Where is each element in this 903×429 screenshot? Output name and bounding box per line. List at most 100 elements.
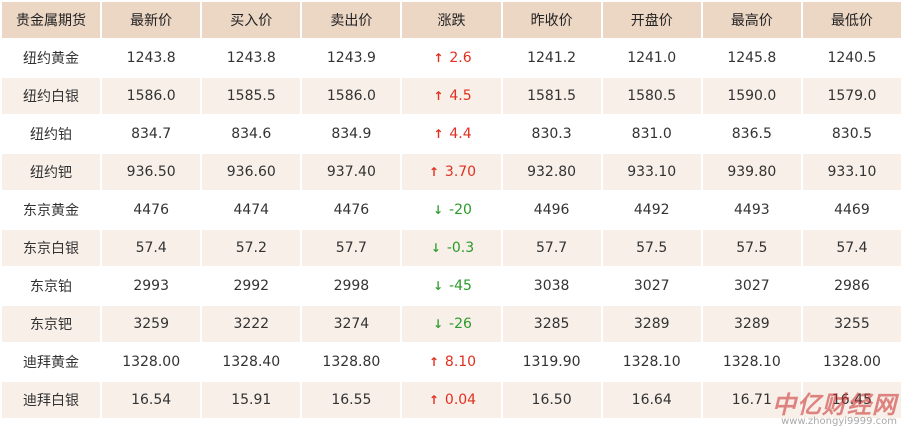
cell-low: 1579.0 <box>802 78 901 114</box>
col-header-open: 开盘价 <box>602 2 701 38</box>
cell-high: 3027 <box>702 268 801 304</box>
arrow-up-icon: ↑ <box>433 51 444 65</box>
cell-prev-close: 16.50 <box>502 382 601 418</box>
cell-prev-close: 57.7 <box>502 230 601 266</box>
table-row: 纽约铂 834.7 834.6 834.9 ↑ 4.4 830.3 831.0 836.5 830… <box>2 116 901 152</box>
cell-change: ↓ -45 <box>402 268 501 304</box>
cell-product: 纽约钯 <box>2 154 101 190</box>
change-value: 2.6 <box>449 50 472 66</box>
cell-bid: 936.60 <box>202 154 301 190</box>
cell-change: ↑ 8.10 <box>402 344 501 380</box>
cell-open: 16.64 <box>602 382 701 418</box>
cell-high: 836.5 <box>702 116 801 152</box>
cell-ask: 16.55 <box>302 382 401 418</box>
arrow-down-icon: ↓ <box>433 279 444 293</box>
arrow-up-icon: ↑ <box>433 127 444 141</box>
cell-change: ↑ 2.6 <box>402 40 501 76</box>
table-row: 迪拜黄金 1328.00 1328.40 1328.80 ↑ 8.10 1319.90 132… <box>2 344 901 380</box>
col-header-change: 涨跌 <box>402 2 501 38</box>
cell-bid: 4474 <box>202 192 301 228</box>
change-value: -26 <box>449 316 472 332</box>
cell-ask: 4476 <box>302 192 401 228</box>
arrow-down-icon: ↓ <box>433 317 444 331</box>
cell-product: 纽约铂 <box>2 116 101 152</box>
cell-bid: 2992 <box>202 268 301 304</box>
cell-last: 1586.0 <box>102 78 201 114</box>
cell-ask: 2998 <box>302 268 401 304</box>
cell-open: 3289 <box>602 306 701 342</box>
cell-bid: 3222 <box>202 306 301 342</box>
cell-last: 4476 <box>102 192 201 228</box>
cell-open: 831.0 <box>602 116 701 152</box>
cell-open: 933.10 <box>602 154 701 190</box>
arrow-up-icon: ↑ <box>428 165 439 179</box>
cell-low: 3255 <box>802 306 901 342</box>
cell-low: 830.5 <box>802 116 901 152</box>
cell-product: 东京黄金 <box>2 192 101 228</box>
table-row: 东京白银 57.4 57.2 57.7 ↓ -0.3 57.7 57.5 57.5 57.4 <box>2 230 901 266</box>
cell-bid: 1585.5 <box>202 78 301 114</box>
cell-low: 4469 <box>802 192 901 228</box>
cell-bid: 57.2 <box>202 230 301 266</box>
cell-open: 1580.5 <box>602 78 701 114</box>
cell-high: 939.80 <box>702 154 801 190</box>
cell-prev-close: 830.3 <box>502 116 601 152</box>
cell-prev-close: 3038 <box>502 268 601 304</box>
cell-bid: 834.6 <box>202 116 301 152</box>
header-row: 贵金属期货 最新价 买入价 卖出价 涨跌 昨收价 开盘价 最高价 最低价 <box>2 2 901 38</box>
cell-prev-close: 1241.2 <box>502 40 601 76</box>
cell-ask: 1243.9 <box>302 40 401 76</box>
cell-change: ↑ 3.70 <box>402 154 501 190</box>
cell-last: 57.4 <box>102 230 201 266</box>
cell-last: 1328.00 <box>102 344 201 380</box>
cell-last: 834.7 <box>102 116 201 152</box>
table-row: 纽约白银 1586.0 1585.5 1586.0 ↑ 4.5 1581.5 1580.5 15… <box>2 78 901 114</box>
cell-bid: 1243.8 <box>202 40 301 76</box>
cell-ask: 834.9 <box>302 116 401 152</box>
col-header-high: 最高价 <box>702 2 801 38</box>
table-row: 东京铂 2993 2992 2998 ↓ -45 3038 3027 3027 2986 <box>2 268 901 304</box>
cell-high: 4493 <box>702 192 801 228</box>
cell-change: ↑ 4.4 <box>402 116 501 152</box>
arrow-up-icon: ↑ <box>428 355 439 369</box>
cell-change: ↓ -0.3 <box>402 230 501 266</box>
cell-last: 1243.8 <box>102 40 201 76</box>
cell-change: ↑ 4.5 <box>402 78 501 114</box>
cell-product: 东京铂 <box>2 268 101 304</box>
cell-high: 1328.10 <box>702 344 801 380</box>
cell-change: ↓ -20 <box>402 192 501 228</box>
cell-ask: 3274 <box>302 306 401 342</box>
cell-low: 2986 <box>802 268 901 304</box>
cell-bid: 15.91 <box>202 382 301 418</box>
cell-open: 4492 <box>602 192 701 228</box>
cell-prev-close: 932.80 <box>502 154 601 190</box>
cell-open: 1328.10 <box>602 344 701 380</box>
precious-metals-futures-table: 贵金属期货 最新价 买入价 卖出价 涨跌 昨收价 开盘价 最高价 最低价 纽约黄… <box>2 2 901 418</box>
cell-bid: 1328.40 <box>202 344 301 380</box>
cell-product: 东京白银 <box>2 230 101 266</box>
table-row: 纽约钯 936.50 936.60 937.40 ↑ 3.70 932.80 933.10 93… <box>2 154 901 190</box>
cell-open: 3027 <box>602 268 701 304</box>
cell-ask: 57.7 <box>302 230 401 266</box>
cell-prev-close: 4496 <box>502 192 601 228</box>
change-value: -45 <box>449 278 472 294</box>
col-header-bid: 买入价 <box>202 2 301 38</box>
cell-low: 933.10 <box>802 154 901 190</box>
cell-ask: 1586.0 <box>302 78 401 114</box>
change-value: 0.04 <box>444 392 477 408</box>
cell-open: 57.5 <box>602 230 701 266</box>
col-header-prev-close: 昨收价 <box>502 2 601 38</box>
change-value: -0.3 <box>446 240 475 256</box>
cell-high: 3289 <box>702 306 801 342</box>
col-header-last: 最新价 <box>102 2 201 38</box>
cell-prev-close: 1319.90 <box>502 344 601 380</box>
cell-prev-close: 1581.5 <box>502 78 601 114</box>
table-row: 迪拜白银 16.54 15.91 16.55 ↑ 0.04 16.50 16.64 16.71 1… <box>2 382 901 418</box>
cell-ask: 1328.80 <box>302 344 401 380</box>
cell-ask: 937.40 <box>302 154 401 190</box>
arrow-down-icon: ↓ <box>433 203 444 217</box>
cell-last: 936.50 <box>102 154 201 190</box>
table-row: 东京黄金 4476 4474 4476 ↓ -20 4496 4492 4493 4469 <box>2 192 901 228</box>
cell-open: 1241.0 <box>602 40 701 76</box>
